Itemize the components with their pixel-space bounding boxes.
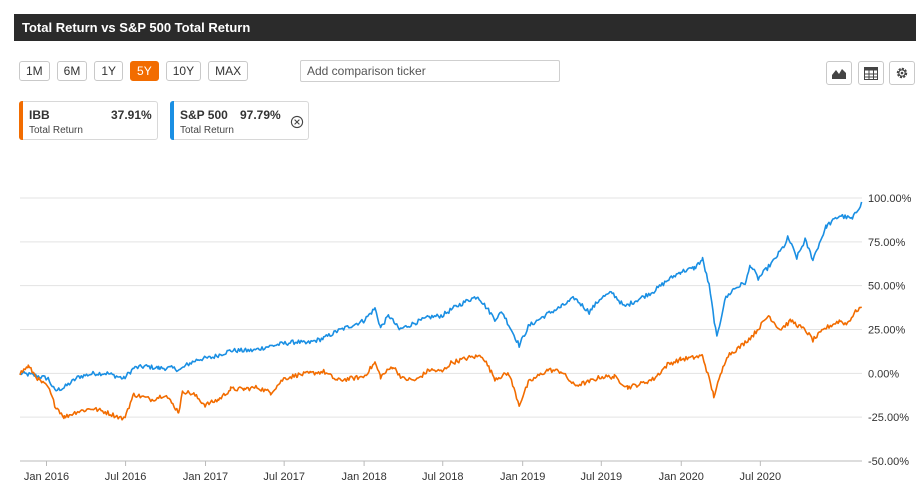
legend-symbol: IBB (29, 108, 50, 122)
chart-title: Total Return vs S&P 500 Total Return (22, 20, 251, 35)
range-button-5y[interactable]: 5Y (130, 61, 159, 81)
settings-button[interactable] (889, 61, 915, 85)
y-tick-label: -50.00% (868, 456, 909, 468)
y-tick-label: 0.00% (868, 368, 899, 380)
series-lines (19, 201, 863, 421)
x-tick-label: Jul 2019 (581, 471, 623, 483)
area-chart-icon (832, 69, 846, 79)
x-axis: Jan 2016 Jul 2016 Jan 2017 Jul 2017 Jan 2018… (20, 460, 862, 483)
range-button-1y[interactable]: 1Y (94, 61, 124, 81)
gear-icon (896, 67, 908, 79)
x-tick-label: Jul 2017 (263, 471, 305, 483)
legend-sublabel: Total Return (180, 125, 234, 136)
x-tick-label: Jul 2018 (422, 471, 464, 483)
y-tick-label: 50.00% (868, 281, 906, 293)
legend-symbol: S&P 500 (180, 108, 228, 122)
table-view-button[interactable] (858, 61, 884, 85)
y-axis: 100.00% 75.00% 50.00% 25.00% 0.00% -25.00% -50… (868, 193, 912, 468)
y-tick-label: 25.00% (868, 325, 906, 337)
legend-value: 97.79% (240, 108, 281, 122)
series-line-s-p-500 (19, 201, 863, 392)
x-tick-label: Jan 2018 (341, 471, 386, 483)
remove-comparison-icon[interactable] (290, 115, 304, 129)
legend-color-swatch (170, 101, 174, 140)
legend-item-ibb[interactable]: IBB 37.91% Total Return (19, 101, 158, 140)
legend-color-swatch (19, 101, 23, 140)
grid-lines (20, 197, 862, 462)
range-button-6m[interactable]: 6M (56, 61, 88, 81)
x-tick-label: Jan 2020 (659, 471, 704, 483)
table-icon (864, 66, 878, 80)
x-tick-label: Jan 2019 (500, 471, 545, 483)
y-tick-label: 100.00% (868, 193, 912, 205)
range-button-max[interactable]: MAX (208, 61, 249, 81)
legend-value: 37.91% (111, 108, 152, 122)
range-selector: 1M 6M 1Y 5Y 10Y MAX (19, 61, 249, 81)
x-tick-label: Jan 2017 (183, 471, 228, 483)
range-button-10y[interactable]: 10Y (165, 61, 202, 81)
y-tick-label: -25.00% (868, 412, 909, 424)
legend-item-sp500[interactable]: S&P 500 97.79% Total Return (170, 101, 309, 140)
comparison-ticker-input[interactable] (300, 60, 560, 82)
y-tick-label: 75.00% (868, 237, 906, 249)
x-tick-label: Jul 2020 (740, 471, 782, 483)
range-button-1m[interactable]: 1M (19, 61, 50, 81)
chart-title-bar: Total Return vs S&P 500 Total Return (14, 14, 916, 41)
series-line-ibb (19, 306, 863, 421)
chart-type-button[interactable] (826, 61, 852, 85)
x-tick-label: Jul 2016 (105, 471, 147, 483)
legend-sublabel: Total Return (29, 125, 83, 136)
x-tick-label: Jan 2016 (24, 471, 69, 483)
